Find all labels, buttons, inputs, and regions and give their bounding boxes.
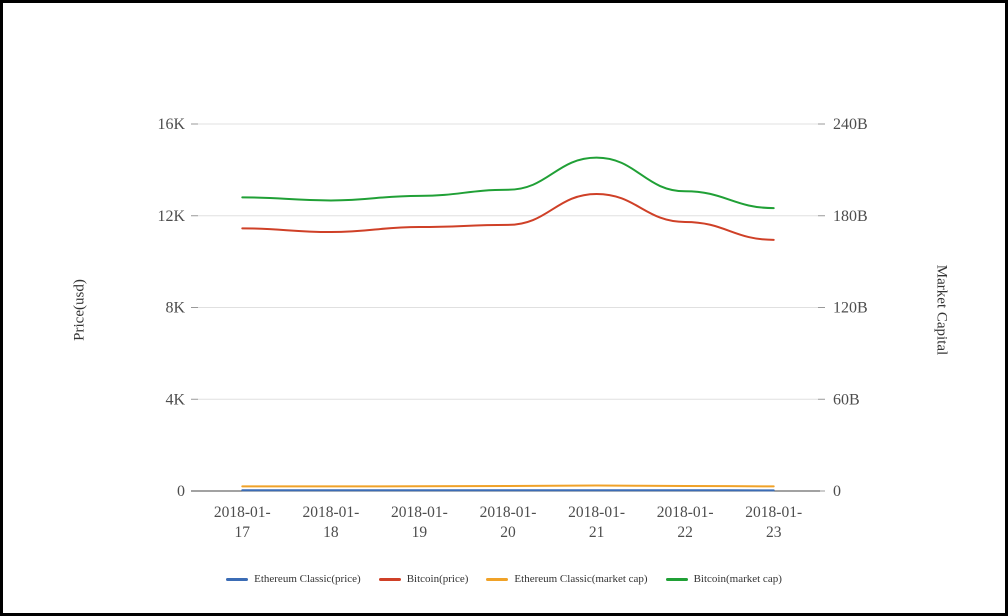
- legend-item-0[interactable]: Ethereum Classic(price): [226, 573, 361, 585]
- x-axis-tick-label: 2018-01-17: [214, 504, 271, 541]
- left-axis-tick-label: 16K: [157, 116, 185, 133]
- x-axis-tick-label: 2018-01-18: [302, 504, 359, 541]
- legend-item-2[interactable]: Ethereum Classic(market cap): [486, 573, 648, 585]
- legend-label: Bitcoin(market cap): [693, 573, 782, 585]
- left-axis-tick-label: 0: [177, 483, 185, 500]
- legend-line-marker: [378, 577, 401, 581]
- left-axis-tick-label: 4K: [165, 391, 185, 408]
- x-axis-tick-label: 2018-01-21: [568, 504, 625, 541]
- right-axis-tick-label: 0: [833, 483, 841, 500]
- legend-label: Ethereum Classic(price): [254, 573, 361, 585]
- legend-line-marker: [486, 577, 509, 581]
- legend-label: Ethereum Classic(market cap): [514, 573, 648, 585]
- right-axis-tick-label: 240B: [833, 116, 868, 133]
- legend-item-3[interactable]: Bitcoin(market cap): [665, 573, 782, 585]
- series-line-3: [241, 156, 775, 210]
- x-axis-tick-label: 2018-01-23: [745, 504, 802, 541]
- right-axis-tick-label: 60B: [833, 391, 860, 408]
- series-line-2: [241, 484, 775, 488]
- legend-line-marker: [226, 577, 249, 581]
- legend-label: Bitcoin(price): [406, 573, 469, 585]
- chart-legend: Ethereum Classic(price) Bitcoin(price) Eth…: [3, 569, 1005, 589]
- right-axis-tick-label: 120B: [833, 300, 868, 317]
- right-axis-title: Market Capital: [933, 264, 950, 356]
- left-axis-tick-label: 8K: [165, 300, 185, 317]
- right-axis-tick-label: 180B: [833, 208, 868, 225]
- line-chart-canvas: 0 0 4K 60B 8K 120B 12K 180B 16K 240B 2018-01-17 201…: [157, 116, 868, 541]
- x-axis-tick-label: 2018-01-22: [657, 504, 714, 541]
- left-axis-title: Price(usd): [71, 279, 88, 341]
- left-axis-tick-label: 12K: [157, 208, 185, 225]
- x-axis-tick-label: 2018-01-20: [480, 504, 537, 541]
- series-line-1: [241, 192, 775, 241]
- x-axis-tick-label: 2018-01-19: [391, 504, 448, 541]
- legend-item-1[interactable]: Bitcoin(price): [378, 573, 469, 585]
- legend-line-marker: [665, 577, 688, 581]
